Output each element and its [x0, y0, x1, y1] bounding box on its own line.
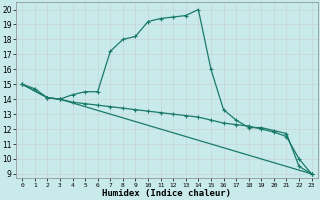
X-axis label: Humidex (Indice chaleur): Humidex (Indice chaleur)	[102, 189, 231, 198]
